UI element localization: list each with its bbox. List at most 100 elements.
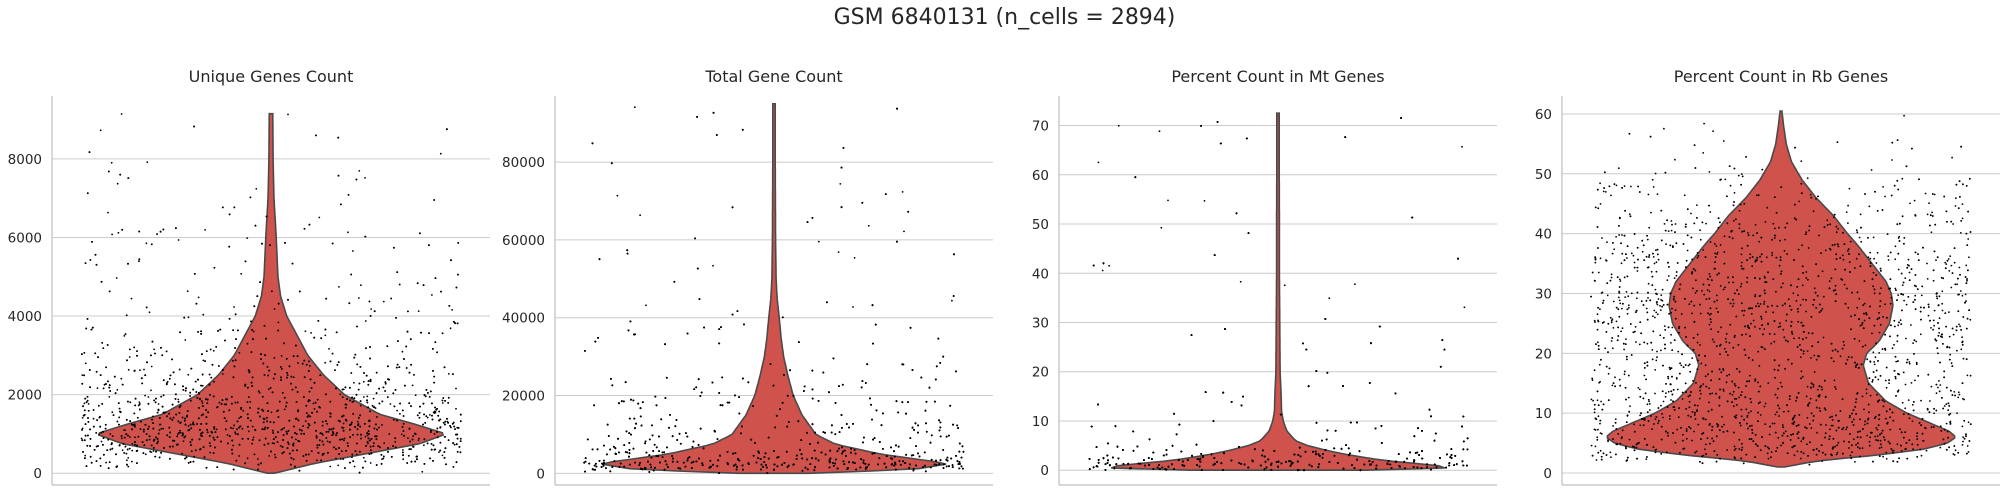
data-point — [266, 420, 268, 423]
data-point — [215, 346, 218, 348]
data-point — [277, 416, 280, 418]
data-point — [384, 381, 387, 383]
data-point — [353, 465, 356, 468]
data-point — [146, 361, 148, 364]
data-point — [197, 296, 200, 299]
data-point — [152, 450, 155, 452]
data-point — [87, 409, 90, 412]
data-point — [110, 161, 113, 164]
data-point — [140, 420, 142, 423]
data-point — [252, 338, 254, 341]
data-point — [104, 423, 107, 426]
data-point — [369, 315, 372, 317]
data-point — [235, 459, 238, 462]
data-point — [409, 440, 411, 443]
data-point — [214, 431, 217, 433]
data-point — [183, 436, 186, 439]
data-point — [165, 382, 168, 385]
data-point — [96, 387, 99, 389]
data-point — [286, 447, 289, 449]
data-point — [143, 368, 145, 371]
data-point — [459, 413, 462, 416]
data-point — [111, 435, 114, 437]
data-point — [316, 444, 319, 446]
data-point — [258, 439, 261, 442]
data-point — [129, 401, 132, 404]
data-point — [316, 446, 319, 449]
data-point — [102, 430, 104, 433]
data-point — [436, 427, 439, 430]
data-point — [340, 203, 342, 206]
data-point — [459, 451, 462, 454]
data-point — [307, 399, 310, 402]
data-point — [444, 400, 446, 402]
data-point — [184, 423, 187, 426]
data-point — [384, 390, 386, 392]
data-point — [455, 443, 458, 446]
data-point — [90, 461, 93, 464]
data-point — [436, 351, 438, 354]
data-point — [122, 443, 125, 445]
data-point — [196, 397, 199, 399]
data-point — [120, 377, 123, 380]
data-point — [329, 465, 332, 468]
data-point — [295, 401, 298, 403]
data-point — [181, 416, 184, 419]
data-point — [192, 423, 194, 425]
data-point — [447, 373, 450, 375]
data-point — [456, 322, 459, 325]
data-point — [96, 419, 98, 421]
data-point — [392, 392, 395, 395]
data-point — [215, 428, 218, 431]
data-point — [282, 439, 284, 441]
data-point — [139, 428, 142, 430]
data-point — [414, 460, 417, 463]
data-point — [349, 424, 351, 426]
data-point — [358, 170, 361, 172]
data-point — [271, 391, 274, 394]
data-point — [241, 427, 244, 430]
data-point — [143, 428, 145, 431]
data-point — [179, 429, 182, 432]
data-point — [182, 440, 185, 443]
data-point — [308, 223, 311, 226]
data-point — [268, 369, 271, 372]
data-point — [206, 398, 209, 401]
data-point — [372, 442, 375, 444]
data-point — [235, 338, 237, 340]
data-point — [394, 441, 397, 443]
data-point — [410, 460, 413, 463]
data-point — [234, 313, 237, 316]
data-point — [261, 242, 263, 245]
data-point — [300, 432, 303, 435]
data-point — [202, 359, 205, 362]
data-point — [442, 421, 445, 424]
data-point — [362, 396, 365, 398]
panel-title: Unique Genes Count — [189, 67, 354, 86]
data-point — [133, 443, 136, 446]
data-point — [190, 444, 192, 446]
data-point — [336, 432, 338, 434]
data-point — [394, 437, 397, 439]
data-point — [138, 401, 141, 404]
data-point — [455, 433, 457, 436]
data-point — [125, 433, 128, 435]
data-point — [373, 427, 376, 430]
data-point — [233, 424, 236, 427]
data-point — [457, 273, 459, 276]
data-point — [441, 402, 444, 404]
data-point — [399, 402, 401, 405]
data-point — [123, 436, 126, 439]
data-point — [136, 354, 138, 357]
data-point — [107, 380, 109, 383]
data-point — [436, 431, 438, 433]
data-point — [432, 370, 434, 372]
data-point — [412, 435, 415, 437]
data-point — [423, 444, 425, 447]
data-point — [133, 412, 136, 415]
data-point — [444, 423, 446, 426]
data-point — [251, 442, 254, 445]
data-point — [99, 457, 102, 460]
data-point — [336, 364, 339, 366]
data-point — [342, 429, 345, 432]
